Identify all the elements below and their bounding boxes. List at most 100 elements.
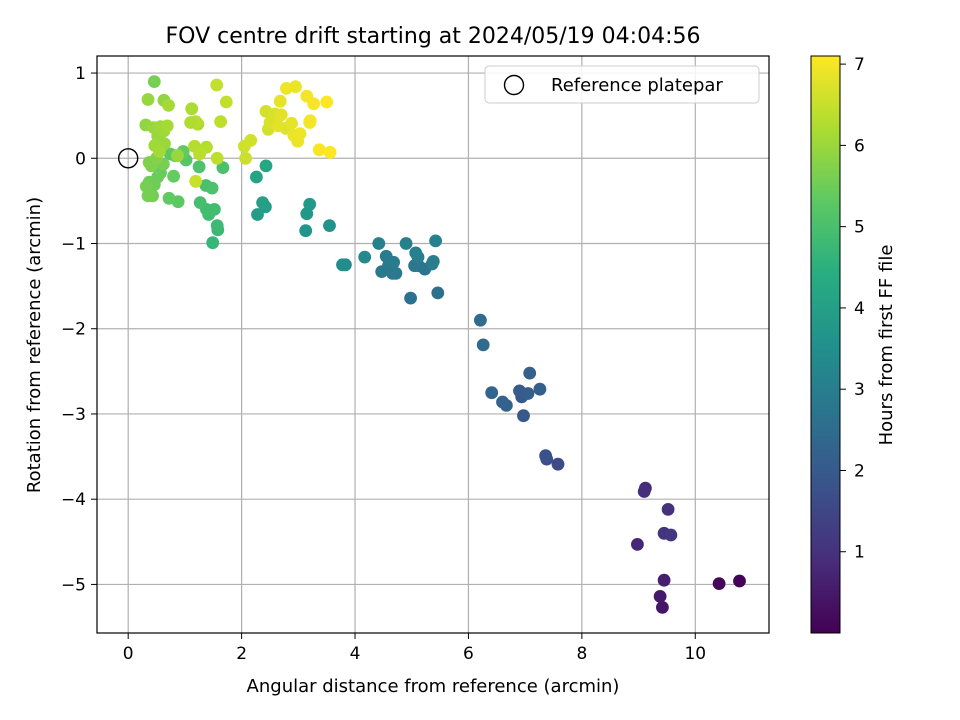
data-point xyxy=(299,224,313,238)
data-point xyxy=(239,151,253,165)
data-point xyxy=(206,236,220,250)
data-point xyxy=(474,313,487,327)
data-point xyxy=(141,189,155,203)
data-point xyxy=(238,139,251,153)
x-tick-label: 4 xyxy=(350,644,361,664)
data-point xyxy=(656,601,669,614)
data-point xyxy=(320,95,334,109)
data-point xyxy=(210,219,224,233)
x-tick-label: 2 xyxy=(236,644,247,664)
data-point xyxy=(653,590,667,603)
plot-frame xyxy=(96,55,770,634)
data-point xyxy=(192,160,206,174)
x-axis-label: Angular distance from reference (arcmin) xyxy=(247,676,620,697)
data-point xyxy=(189,174,203,188)
scatter-points xyxy=(139,75,746,614)
y-tick-label: 1 xyxy=(75,64,86,84)
data-point xyxy=(273,94,287,108)
data-point xyxy=(312,143,326,157)
legend-marker-icon xyxy=(503,74,525,96)
data-point xyxy=(271,119,285,133)
colorbar-tick-label: 3 xyxy=(854,380,865,400)
data-point xyxy=(425,257,439,271)
reference-point-marker xyxy=(117,148,139,169)
data-point xyxy=(162,99,175,112)
colorbar-tick-label: 2 xyxy=(854,461,865,481)
data-point xyxy=(431,286,445,300)
data-point xyxy=(171,149,184,163)
y-tick-label: −1 xyxy=(61,235,86,255)
x-tick-label: 0 xyxy=(123,644,134,664)
data-point xyxy=(539,449,552,463)
data-point xyxy=(205,181,219,195)
colorbar: 1 2 3 4 5 6 7 Hours from first FF file xyxy=(810,55,897,634)
data-point xyxy=(323,219,336,233)
x-tick-label: 10 xyxy=(684,644,706,664)
data-point xyxy=(250,170,263,184)
y-axis-ticks: 1 0 −1 −2 −3 −4 −5 xyxy=(61,64,97,595)
data-point xyxy=(259,159,273,173)
colorbar-ticks: 1 2 3 4 5 6 7 xyxy=(840,55,865,563)
grid-lines xyxy=(97,56,769,633)
data-point xyxy=(712,577,726,590)
data-point xyxy=(289,80,302,94)
x-tick-label: 6 xyxy=(463,644,474,664)
data-point xyxy=(323,145,337,159)
data-point xyxy=(147,75,161,88)
colorbar-label: Hours from first FF file xyxy=(876,245,897,446)
y-tick-label: 0 xyxy=(75,149,86,169)
data-point xyxy=(303,197,317,211)
data-point xyxy=(336,258,349,272)
data-point xyxy=(285,116,298,130)
data-point xyxy=(409,246,423,260)
reference-marker xyxy=(117,148,139,169)
data-point xyxy=(551,457,565,471)
colorbar-tick-label: 7 xyxy=(854,55,865,75)
colorbar-tick-label: 5 xyxy=(854,218,865,238)
legend: Reference platepar xyxy=(484,65,760,104)
y-tick-label: −4 xyxy=(61,490,86,510)
colorbar-tick-label: 4 xyxy=(854,299,865,319)
data-point xyxy=(274,108,288,122)
data-point xyxy=(631,538,644,551)
legend-label: Reference platepar xyxy=(551,75,723,96)
data-point xyxy=(485,386,499,400)
data-point xyxy=(637,485,651,498)
data-point xyxy=(193,147,207,161)
data-point xyxy=(387,255,400,269)
data-point xyxy=(533,382,547,396)
data-point xyxy=(219,95,233,109)
data-point xyxy=(216,161,230,175)
data-point xyxy=(496,395,509,409)
data-point xyxy=(300,89,314,103)
data-point xyxy=(210,78,224,92)
y-axis-label: Rotation from reference (arcmin) xyxy=(24,197,45,493)
chart-title: FOV centre drift starting at 2024/05/19 … xyxy=(166,24,701,49)
x-tick-label: 8 xyxy=(576,644,587,664)
x-axis-ticks: 0 2 4 6 8 10 xyxy=(123,633,706,664)
colorbar-gradient xyxy=(810,55,841,634)
data-point xyxy=(657,573,671,587)
data-point xyxy=(251,208,264,221)
data-point xyxy=(167,169,181,183)
data-point xyxy=(256,196,269,210)
data-point xyxy=(160,119,174,133)
data-point xyxy=(399,237,413,250)
legend-box xyxy=(484,65,760,104)
y-tick-label: −5 xyxy=(61,575,86,595)
data-point xyxy=(193,196,207,210)
data-point xyxy=(523,366,537,380)
colorbar-tick-label: 1 xyxy=(854,543,865,563)
data-point xyxy=(517,409,530,423)
data-point xyxy=(372,237,386,250)
colorbar-tick-label: 6 xyxy=(854,136,865,156)
data-point xyxy=(733,574,746,588)
data-point xyxy=(358,250,372,264)
data-point xyxy=(664,528,678,542)
data-point xyxy=(141,93,155,106)
data-point xyxy=(404,291,417,305)
data-point xyxy=(476,338,490,352)
data-point xyxy=(153,145,166,158)
data-point xyxy=(184,116,198,129)
